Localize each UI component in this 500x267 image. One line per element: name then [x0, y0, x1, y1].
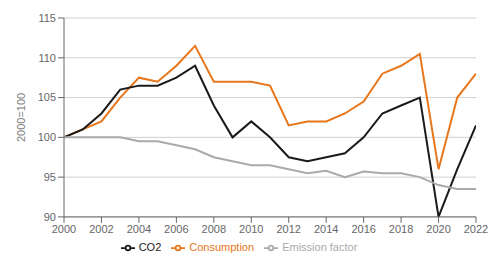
svg-text:105: 105: [38, 91, 56, 103]
html-text:Emission factor: Emission factor: [282, 240, 358, 253]
svg-text:2012: 2012: [276, 223, 300, 235]
svg-text:115: 115: [38, 12, 56, 24]
svg-text:2000=100: 2000=100: [15, 93, 27, 142]
svg-text:2010: 2010: [239, 223, 263, 235]
svg-text:2014: 2014: [314, 223, 338, 235]
html-text:CO2: CO2: [138, 240, 162, 253]
svg-text:100: 100: [38, 131, 56, 143]
svg-text:90: 90: [44, 211, 56, 223]
svg-text:2008: 2008: [202, 223, 226, 235]
svg-text:2020: 2020: [426, 223, 450, 235]
html-text:Consumption: Consumption: [189, 240, 255, 253]
svg-text:2000: 2000: [52, 223, 76, 235]
svg-text:2016: 2016: [351, 223, 375, 235]
svg-text:2022: 2022: [464, 223, 488, 235]
svg-text:2006: 2006: [164, 223, 188, 235]
svg-text:95: 95: [44, 171, 56, 183]
svg-text:2004: 2004: [127, 223, 151, 235]
svg-text:2002: 2002: [89, 223, 113, 235]
svg-text:110: 110: [38, 52, 56, 64]
svg-text:2018: 2018: [389, 223, 413, 235]
